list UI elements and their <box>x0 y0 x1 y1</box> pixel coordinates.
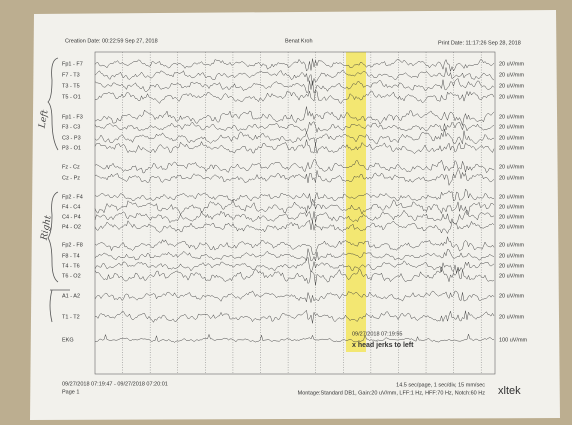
sensitivity-label: 20 uV/mm <box>499 61 524 67</box>
channel-label: T5 - O1 <box>62 94 81 100</box>
sensitivity-label: 20 uV/mm <box>499 214 524 220</box>
sensitivity-label: 20 uV/mm <box>499 135 524 141</box>
sensitivity-label: 20 uV/mm <box>499 204 524 210</box>
paper <box>30 10 560 420</box>
channel-label: Cz - Pz <box>62 175 80 181</box>
sensitivity-label: 20 uV/mm <box>499 114 524 120</box>
footer-range: 09/27/2018 07:19:47 - 09/27/2018 07:20:0… <box>62 381 168 387</box>
channel-label: P4 - O2 <box>62 224 81 230</box>
channel-label: F4 - C4 <box>62 204 80 210</box>
channel-label: A1 - A2 <box>62 293 80 299</box>
sensitivity-label: 100 uV/mm <box>499 337 528 343</box>
channel-label: Fp1 - F7 <box>62 61 83 67</box>
channel-label: Fp2 - F8 <box>62 242 83 248</box>
footer-page: Page 1 <box>62 389 79 395</box>
channel-label: P3 - O1 <box>62 145 81 151</box>
annotation-text: x head jerks to left <box>352 342 414 349</box>
channel-label: F7 - T3 <box>62 72 80 78</box>
print-date: Print Date: 11:17:26 Sep 28, 2018 <box>438 40 521 46</box>
channel-label: C4 - P4 <box>62 214 81 220</box>
sensitivity-label: 20 uV/mm <box>499 94 524 100</box>
channel-label: Fp2 - F4 <box>62 194 83 200</box>
sensitivity-label: 20 uV/mm <box>499 273 524 279</box>
channel-label: T1 - T2 <box>62 314 80 320</box>
annotation-time: 09/27/2018 07:19:55 <box>352 331 402 337</box>
sensitivity-label: 20 uV/mm <box>499 293 524 299</box>
channel-label: F3 - C3 <box>62 124 80 130</box>
page: {"header": {"creation_date": "Creation D… <box>0 0 572 425</box>
sensitivity-label: 20 uV/mm <box>499 124 524 130</box>
patient-name: Benat Kroh <box>285 38 313 44</box>
sensitivity-label: 20 uV/mm <box>499 194 524 200</box>
sensitivity-label: 20 uV/mm <box>499 72 524 78</box>
channel-label: F8 - T4 <box>62 253 80 259</box>
creation-date: Creation Date: 00:22:59 Sep 27, 2018 <box>65 38 158 44</box>
sensitivity-label: 20 uV/mm <box>499 314 524 320</box>
channel-label: Fz - Cz <box>62 164 80 170</box>
footer-montage: Montage:Standard DB1, Gain:20 uV/mm, LFF… <box>298 390 486 396</box>
sensitivity-label: 20 uV/mm <box>499 83 524 89</box>
sensitivity-label: 20 uV/mm <box>499 242 524 248</box>
sensitivity-label: 20 uV/mm <box>499 145 524 151</box>
photo: Creation Date: 00:22:59 Sep 27, 2018 Ben… <box>0 0 572 425</box>
channel-label: EKG <box>62 337 74 343</box>
sensitivity-label: 20 uV/mm <box>499 164 524 170</box>
footer-speed: 14.5 sec/page, 1 sec/div, 15 mm/sec <box>396 382 485 388</box>
logo: xltek <box>498 385 521 397</box>
channel-label: Fp1 - F3 <box>62 114 83 120</box>
sensitivity-label: 20 uV/mm <box>499 263 524 269</box>
sensitivity-label: 20 uV/mm <box>499 175 524 181</box>
channel-label: C3 - P3 <box>62 135 81 141</box>
channel-label: T6 - O2 <box>62 273 81 279</box>
channel-label: T3 - T5 <box>62 83 80 89</box>
sensitivity-label: 20 uV/mm <box>499 224 524 230</box>
channel-label: T4 - T6 <box>62 263 80 269</box>
sensitivity-label: 20 uV/mm <box>499 253 524 259</box>
